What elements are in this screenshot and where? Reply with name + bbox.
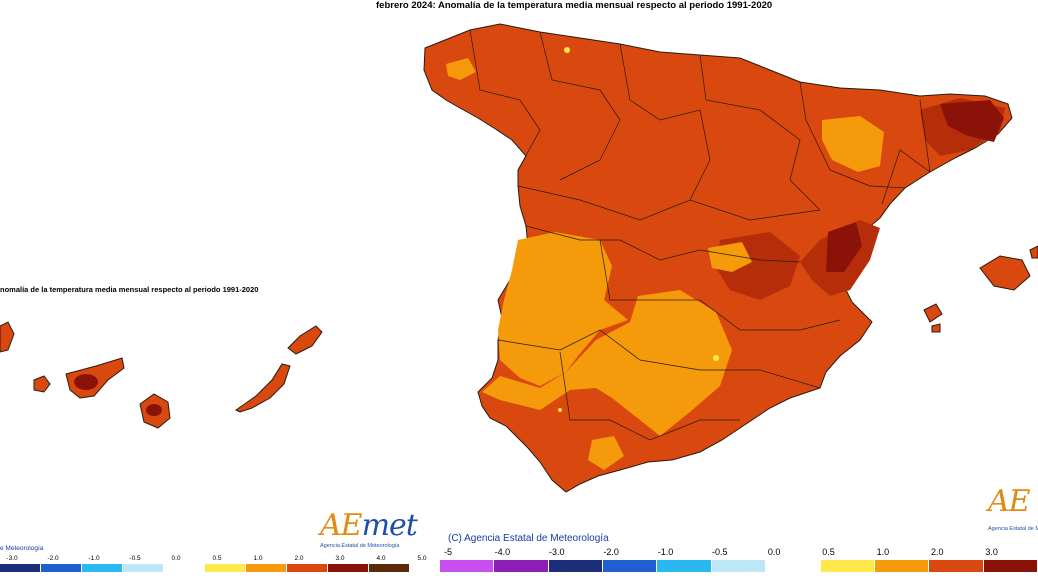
legend-swatch [82, 564, 123, 572]
logo-letter-e: E [340, 508, 363, 543]
legend-tick-label: 1.0 [253, 555, 263, 562]
canary-teide-zone [74, 374, 98, 390]
inset-color-legend [0, 564, 410, 572]
legend-swatch [874, 560, 930, 572]
legend-tick-label: -3.0 [6, 555, 18, 562]
legend-tick-label: 2.0 [931, 547, 944, 557]
legend-swatch [0, 564, 41, 572]
legend-tick-label: 0.5 [212, 555, 222, 562]
anomaly-zone-1to2 [708, 242, 752, 272]
anomaly-zone-1to2 [498, 232, 628, 386]
anomaly-zone-1to2 [822, 116, 884, 172]
legend-tick-label: -1.0 [657, 547, 674, 557]
anomaly-zone-4to5 [940, 100, 1004, 142]
legend-tick-label: -3.0 [548, 547, 565, 557]
legend-swatch [548, 560, 604, 572]
legend-swatch [766, 560, 821, 572]
legend-tick-label: -4.0 [494, 547, 511, 557]
mallorca [979, 255, 1031, 291]
credit-text: (C) Agencia Estatal de Meteorología [448, 533, 609, 544]
legend-swatch [820, 560, 875, 572]
aemet-logo-inset: AEmet [320, 508, 418, 543]
anomaly-zone-1to2 [446, 58, 476, 80]
anomaly-zone-1to2 [588, 436, 624, 470]
legend-tick-label: -0.5 [129, 555, 141, 562]
logo-letters-met: met [361, 508, 418, 543]
canary-island-la-palma [0, 321, 15, 353]
legend-ticks: -5 -4.0 -3.0 -2.0 -1.0 -0.5 0.0 0.5 1.0 2.0 3.0 [440, 547, 1038, 559]
menorca [1029, 245, 1038, 259]
legend-swatch [328, 564, 369, 572]
legend-tick-label: -2.0 [47, 555, 59, 562]
canary-gc-zone [146, 404, 162, 416]
legend-swatch [41, 564, 82, 572]
legend-tick-label: 2.0 [294, 555, 304, 562]
legend-swatch [983, 560, 1038, 572]
anomaly-spot-0p5to1 [564, 47, 570, 53]
ibiza [923, 303, 943, 323]
legend-tick-label: -1.0 [88, 555, 100, 562]
anomaly-spot-0p5to1 [558, 408, 562, 412]
map-title: febrero 2024: Anomalía de la temperatura… [376, 0, 773, 11]
canary-island-lanzarote [287, 325, 323, 355]
legend-tick-label: 4.0 [376, 555, 386, 562]
legend-tick-label: 3.0 [985, 547, 998, 557]
formentera [931, 323, 941, 333]
legend-tick-label: 0.5 [822, 547, 835, 557]
legend-swatch [246, 564, 287, 572]
legend-swatch [205, 564, 246, 572]
legend-tick-label: 3.0 [335, 555, 345, 562]
anomaly-zone-4to5 [826, 222, 862, 272]
canary-island-la-gomera [33, 375, 51, 393]
legend-swatch [164, 564, 205, 572]
inset-legend-ticks: -3.0 -2.0 -1.0 -0.5 0.0 0.5 1.0 2.0 3.0 4.0 5.0 [0, 555, 426, 564]
legend-tick-label: 0.0 [171, 555, 181, 562]
legend-tick-label: 0.0 [767, 547, 781, 557]
logo-letter-a: A [320, 508, 342, 543]
inset-credit-text: e Meteorología [0, 545, 44, 552]
legend-swatch [711, 560, 767, 572]
anomaly-spot-0p5to1 [713, 355, 719, 361]
canary-island-fuerteventura [235, 363, 291, 413]
province-borders [469, 29, 931, 441]
legend-swatch [440, 560, 495, 572]
color-legend [440, 560, 1038, 572]
legend-tick-label: -5 [443, 547, 453, 557]
legend-swatch [123, 564, 164, 572]
legend-swatch [494, 560, 549, 572]
logo-letter-e: E [1008, 484, 1031, 519]
legend-tick-label: -2.0 [603, 547, 619, 557]
legend-swatch [929, 560, 984, 572]
inset-map-title: nomalía de la temperatura media mensual … [0, 285, 259, 294]
legend-swatch [287, 564, 328, 572]
aemet-logo-main: AE [988, 484, 1031, 519]
logo-letter-a: A [988, 484, 1010, 519]
legend-swatch [657, 560, 712, 572]
legend-tick-label: -0.5 [712, 547, 728, 557]
legend-tick-label: 5.0 [417, 555, 427, 562]
anomaly-zone-1to2 [482, 290, 732, 436]
legend-swatch [603, 560, 658, 572]
aemet-logo-main-subtitle: Agencia Estatal de Meteorología [988, 526, 1038, 532]
legend-swatch [369, 564, 410, 572]
aemet-logo-subtitle: Agencia Estatal de Meteorología [320, 543, 400, 549]
legend-tick-label: 1.0 [876, 547, 890, 557]
